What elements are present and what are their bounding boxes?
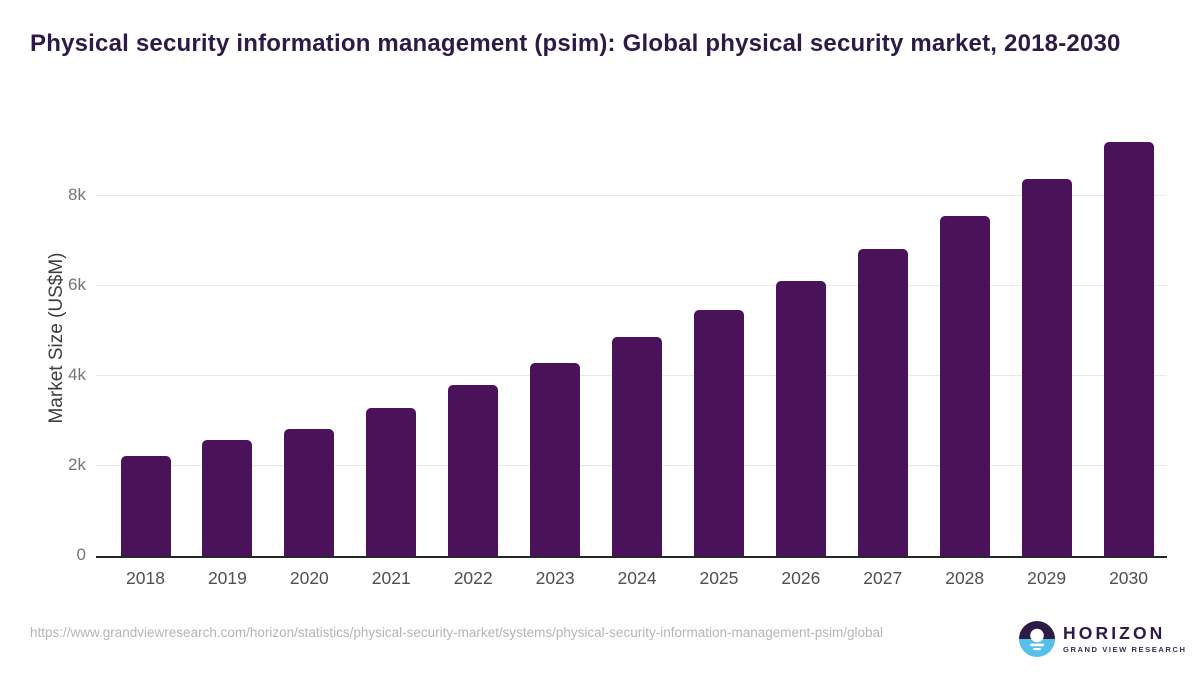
x-tick-label-2019: 2019 [207, 568, 247, 588]
logo-subtitle: GRAND VIEW RESEARCH [1063, 645, 1187, 654]
y-tick-label-8k: 8k [68, 185, 86, 205]
bar-2025[interactable] [693, 309, 744, 556]
chart-title: Physical security information management… [30, 30, 1121, 57]
bar-2022[interactable] [448, 385, 499, 556]
bar-2019[interactable] [202, 440, 253, 556]
x-tick-label-2023: 2023 [535, 568, 575, 588]
x-tick-label-2018: 2018 [126, 568, 165, 588]
y-axis-title: Market Size (US$M) [46, 252, 67, 424]
bar-2018[interactable] [120, 456, 171, 556]
y-tick-label-4k: 4k [68, 365, 86, 385]
logo-wordmark: HORIZON [1063, 623, 1166, 643]
x-tick-label-2025: 2025 [699, 568, 739, 588]
bar-2030[interactable] [1103, 141, 1154, 556]
bar-2029[interactable] [1021, 179, 1072, 556]
bar-2027[interactable] [857, 249, 908, 556]
gridline-6k [96, 285, 1167, 287]
y-tick-label-0: 0 [76, 545, 86, 564]
plot-area: 0 2k 4k 6k 8k 2018 2019 2020 2021 2022 2023 2024 202… [68, 135, 1167, 588]
horizon-logo[interactable]: HORIZON GRAND VIEW RESEARCH [1019, 621, 1187, 657]
y-tick-label-2k: 2k [68, 455, 86, 475]
x-tick-label-2029: 2029 [1027, 568, 1067, 588]
x-tick-label-2020: 2020 [289, 568, 329, 588]
bar-2026[interactable] [775, 281, 826, 556]
bar-2020[interactable] [284, 428, 335, 556]
bar-2023[interactable] [530, 363, 581, 556]
x-tick-label-2026: 2026 [781, 568, 821, 588]
source-url[interactable]: https://www.grandviewresearch.com/horizo… [30, 625, 884, 640]
bar-2021[interactable] [366, 407, 417, 556]
x-tick-label-2022: 2022 [453, 568, 493, 588]
x-tick-label-2028: 2028 [945, 568, 985, 588]
logo-text: HORIZON GRAND VIEW RESEARCH [1063, 623, 1187, 655]
x-tick-label-2021: 2021 [371, 568, 411, 588]
x-tick-label-2030: 2030 [1109, 568, 1148, 588]
gridline-8k [96, 195, 1167, 197]
bar-2024[interactable] [612, 337, 663, 556]
x-tick-label-2027: 2027 [863, 568, 903, 588]
x-tick-label-2024: 2024 [617, 568, 657, 588]
bar-2028[interactable] [939, 215, 990, 556]
horizon-sun-icon [1019, 621, 1055, 657]
y-tick-label-6k: 6k [68, 275, 86, 295]
